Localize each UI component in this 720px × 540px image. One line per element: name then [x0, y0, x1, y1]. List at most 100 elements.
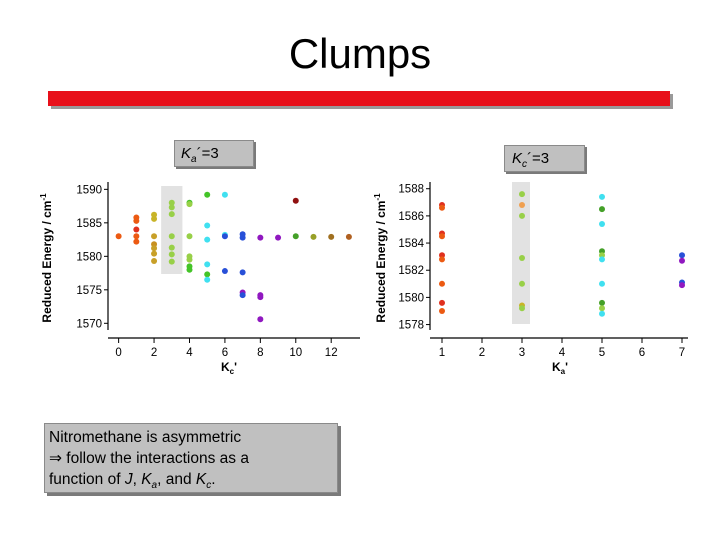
ka-chart-point [599, 305, 605, 312]
kc-chart-point [168, 251, 175, 258]
note-ka-base: K [141, 471, 152, 488]
kc-chart-ytick-label: 1590 [76, 184, 102, 196]
ka-chart-ytick-label: 1582 [398, 265, 424, 277]
note-comma-1: , [132, 471, 142, 488]
ka-chart-ytick-label: 1588 [398, 184, 424, 196]
kc-label-value: ´=3 [527, 150, 550, 167]
note-kc-base: K [195, 471, 207, 488]
kc-chart-point [239, 234, 246, 241]
ka-chart-ytick-label: 1584 [398, 238, 424, 250]
kc-chart-point [168, 204, 175, 211]
chart-ka: 1578 1580 1582 1584 1586 1588 1 2 3 4 5 6 7 Ka' Reduce… [373, 182, 688, 376]
kc-chart-point [292, 233, 299, 240]
kc-chart-point [186, 233, 193, 240]
kc-chart-point [151, 215, 158, 222]
ka-chart-point [439, 204, 445, 211]
ka-label-base: K [181, 145, 192, 162]
ka-chart-point [599, 206, 605, 213]
kc-label-box: Kc´=3 [504, 145, 585, 172]
implies-arrow-icon: ⇒ [49, 450, 62, 467]
kc-chart-point [133, 233, 140, 240]
ka-chart-x-axis-label: Ka' [552, 360, 568, 376]
kc-chart-ytick-label: 1570 [76, 318, 102, 330]
note-line-3-text: function of [49, 471, 125, 488]
kc-chart-point [151, 245, 158, 252]
kc-chart-xtick-label: 6 [222, 347, 228, 359]
kc-chart-point [204, 236, 211, 243]
kc-chart-point [204, 271, 211, 278]
ka-chart-point [439, 307, 445, 314]
ka-chart-point [439, 299, 445, 306]
kc-chart-xtick-label: 0 [115, 347, 121, 359]
ka-chart-point [599, 310, 605, 317]
kc-chart-point [133, 238, 140, 245]
kc-chart-xtick-label: 2 [151, 347, 157, 359]
kc-chart-point [186, 266, 193, 273]
ka-chart-ytick-label: 1578 [398, 320, 424, 332]
ka-label-value: ´=3 [196, 145, 219, 162]
ka-chart-xtick-label: 7 [679, 347, 685, 359]
ka-chart-point [679, 282, 685, 289]
kc-chart-xtick-label: 4 [186, 347, 193, 359]
kc-chart-highlight-band [161, 186, 183, 274]
kc-chart-point [239, 269, 246, 276]
ka-chart-point [439, 256, 445, 263]
kc-chart-point [168, 233, 175, 240]
kc-chart-point [151, 233, 158, 240]
ka-chart-point [439, 280, 445, 287]
kc-chart-point [221, 191, 228, 198]
ka-chart-point [599, 299, 605, 306]
ka-chart-point [519, 255, 525, 261]
kc-chart-point [204, 261, 211, 268]
chart-kc: 1570 1575 1580 1585 1590 0 2 4 6 8 10 12 Kc' Reduced … [39, 182, 360, 376]
ka-chart-point [519, 280, 525, 287]
note-line-1: Nitromethane is asymmetric [49, 429, 242, 446]
kc-chart-point [204, 191, 211, 198]
ka-chart-point [599, 221, 605, 228]
ka-chart-xtick-label: 2 [479, 347, 485, 359]
ka-chart-ytick-label: 1580 [398, 292, 424, 304]
kc-chart-point [204, 276, 211, 283]
ka-chart-point [679, 257, 685, 264]
kc-chart-ytick-label: 1575 [76, 285, 102, 297]
kc-chart-xtick-label: 12 [325, 347, 338, 359]
kc-chart-point [345, 233, 352, 240]
note-box: Nitromethane is asymmetric ⇒ follow the … [44, 423, 338, 493]
kc-chart-xtick-label: 10 [289, 347, 302, 359]
kc-chart-ytick-label: 1580 [76, 251, 102, 263]
kc-chart-point [239, 292, 246, 299]
ka-chart-point [519, 191, 525, 198]
ka-chart-y-axis-label: Reduced Energy / cm-1 [373, 193, 388, 323]
kc-chart-point [310, 233, 317, 240]
ka-chart-point [439, 233, 445, 240]
ka-chart-point [599, 256, 605, 263]
kc-label-base: K [512, 150, 523, 167]
title-underline-bar [48, 91, 670, 106]
kc-chart-point [115, 233, 122, 240]
kc-chart-point [151, 250, 158, 257]
ka-label-box: Ka´=3 [174, 140, 254, 167]
kc-chart-point [292, 197, 299, 204]
kc-chart-point [168, 244, 175, 251]
note-kc-sub: c [206, 480, 212, 492]
ka-chart-point [519, 202, 525, 209]
ka-chart-ytick-label: 1586 [398, 211, 424, 223]
kc-chart-point [186, 201, 193, 208]
kc-chart-point [221, 268, 228, 275]
slide-title: Clumps [288, 30, 432, 77]
note-line-3: function of J, Ka, and Kc. [49, 469, 337, 496]
ka-chart-point [599, 280, 605, 287]
kc-chart-point [133, 226, 140, 233]
kc-chart-point [204, 222, 211, 229]
kc-chart-xtick-label: 8 [257, 347, 263, 359]
kc-chart-point [186, 256, 193, 263]
note-line-2-text: follow the interactions as a [62, 450, 249, 467]
note-line-2: ⇒ follow the interactions as a [49, 448, 337, 469]
ka-chart-xtick-label: 5 [599, 347, 605, 359]
ka-chart-xtick-label: 6 [639, 347, 645, 359]
kc-chart-point [168, 211, 175, 218]
note-j: J [124, 471, 133, 488]
kc-chart-point [257, 294, 264, 301]
ka-chart-point [679, 252, 685, 259]
ka-chart-highlight-band [512, 182, 530, 324]
